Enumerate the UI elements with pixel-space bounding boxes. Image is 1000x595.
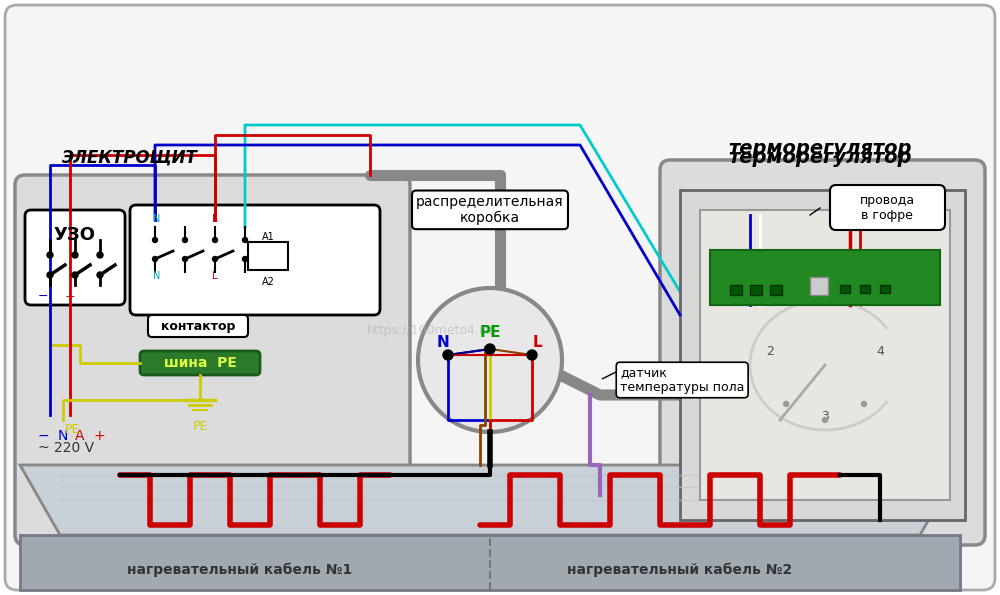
- Text: A1: A1: [262, 232, 274, 242]
- Bar: [700, 210, 950, 500]
- Text: L: L: [532, 335, 542, 350]
- Text: 3: 3: [821, 410, 829, 423]
- Circle shape: [153, 237, 158, 243]
- Circle shape: [784, 402, 789, 406]
- Circle shape: [97, 252, 103, 258]
- Circle shape: [418, 288, 562, 432]
- Text: терморегулятор: терморегулятор: [728, 139, 912, 158]
- Circle shape: [527, 350, 537, 360]
- Circle shape: [443, 350, 453, 360]
- Bar: [840, 285, 850, 293]
- Text: N: N: [437, 335, 449, 350]
- Bar: [770, 285, 782, 295]
- FancyBboxPatch shape: [148, 315, 248, 337]
- Circle shape: [47, 252, 53, 258]
- Circle shape: [213, 256, 218, 261]
- Circle shape: [153, 256, 158, 261]
- Text: N: N: [58, 429, 68, 443]
- Circle shape: [861, 402, 866, 406]
- Circle shape: [485, 344, 495, 354]
- Text: L: L: [212, 214, 218, 224]
- FancyBboxPatch shape: [660, 160, 985, 545]
- Circle shape: [822, 418, 827, 422]
- FancyBboxPatch shape: [5, 5, 995, 590]
- Text: датчик
температуры пола: датчик температуры пола: [620, 366, 744, 394]
- Text: https://100meto4.ru: https://100meto4.ru: [367, 324, 493, 337]
- Bar: [730, 285, 742, 295]
- Text: УЗО: УЗО: [54, 226, 96, 244]
- Text: ~ 220 V: ~ 220 V: [38, 441, 94, 455]
- Text: N: N: [153, 271, 161, 281]
- Text: +: +: [65, 290, 75, 303]
- Text: РЕ: РЕ: [192, 420, 208, 433]
- Circle shape: [72, 252, 78, 258]
- Text: контактор: контактор: [161, 320, 235, 333]
- Bar: [880, 285, 890, 293]
- FancyBboxPatch shape: [140, 351, 260, 375]
- Text: шина  РЕ: шина РЕ: [164, 356, 236, 370]
- Text: +: +: [93, 429, 105, 443]
- FancyBboxPatch shape: [830, 185, 945, 230]
- Circle shape: [243, 237, 248, 243]
- Circle shape: [72, 272, 78, 278]
- Text: L: L: [212, 271, 218, 281]
- Circle shape: [183, 237, 188, 243]
- Text: нагревательный кабель №1: нагревательный кабель №1: [127, 563, 353, 577]
- Text: А: А: [75, 429, 85, 443]
- Text: терморегулятор: терморегулятор: [728, 148, 912, 167]
- Bar: [680, 190, 965, 520]
- Text: РЕ: РЕ: [65, 423, 80, 436]
- Text: N: N: [153, 214, 161, 224]
- Circle shape: [47, 272, 53, 278]
- Bar: [248, 242, 288, 270]
- Bar: [710, 250, 940, 305]
- FancyBboxPatch shape: [130, 205, 380, 315]
- Bar: [860, 285, 870, 293]
- Text: −: −: [38, 290, 48, 303]
- Polygon shape: [20, 465, 960, 535]
- Text: −: −: [38, 429, 50, 443]
- Bar: [20, 535, 960, 590]
- Text: нагревательный кабель №2: нагревательный кабель №2: [567, 563, 793, 577]
- Text: 2: 2: [766, 345, 774, 358]
- Circle shape: [243, 256, 248, 261]
- Circle shape: [183, 256, 188, 261]
- Text: A2: A2: [262, 277, 274, 287]
- FancyBboxPatch shape: [25, 210, 125, 305]
- Bar: [750, 285, 762, 295]
- Text: PE: PE: [479, 325, 501, 340]
- Text: ЭЛЕКТРОЩИТ: ЭЛЕКТРОЩИТ: [62, 149, 198, 167]
- FancyBboxPatch shape: [15, 175, 410, 545]
- Text: распределительная
коробка: распределительная коробка: [416, 195, 564, 225]
- Circle shape: [97, 272, 103, 278]
- Text: провода
в гофре: провода в гофре: [859, 194, 915, 222]
- Bar: [810, 277, 828, 295]
- Text: 4: 4: [876, 345, 884, 358]
- Circle shape: [213, 237, 218, 243]
